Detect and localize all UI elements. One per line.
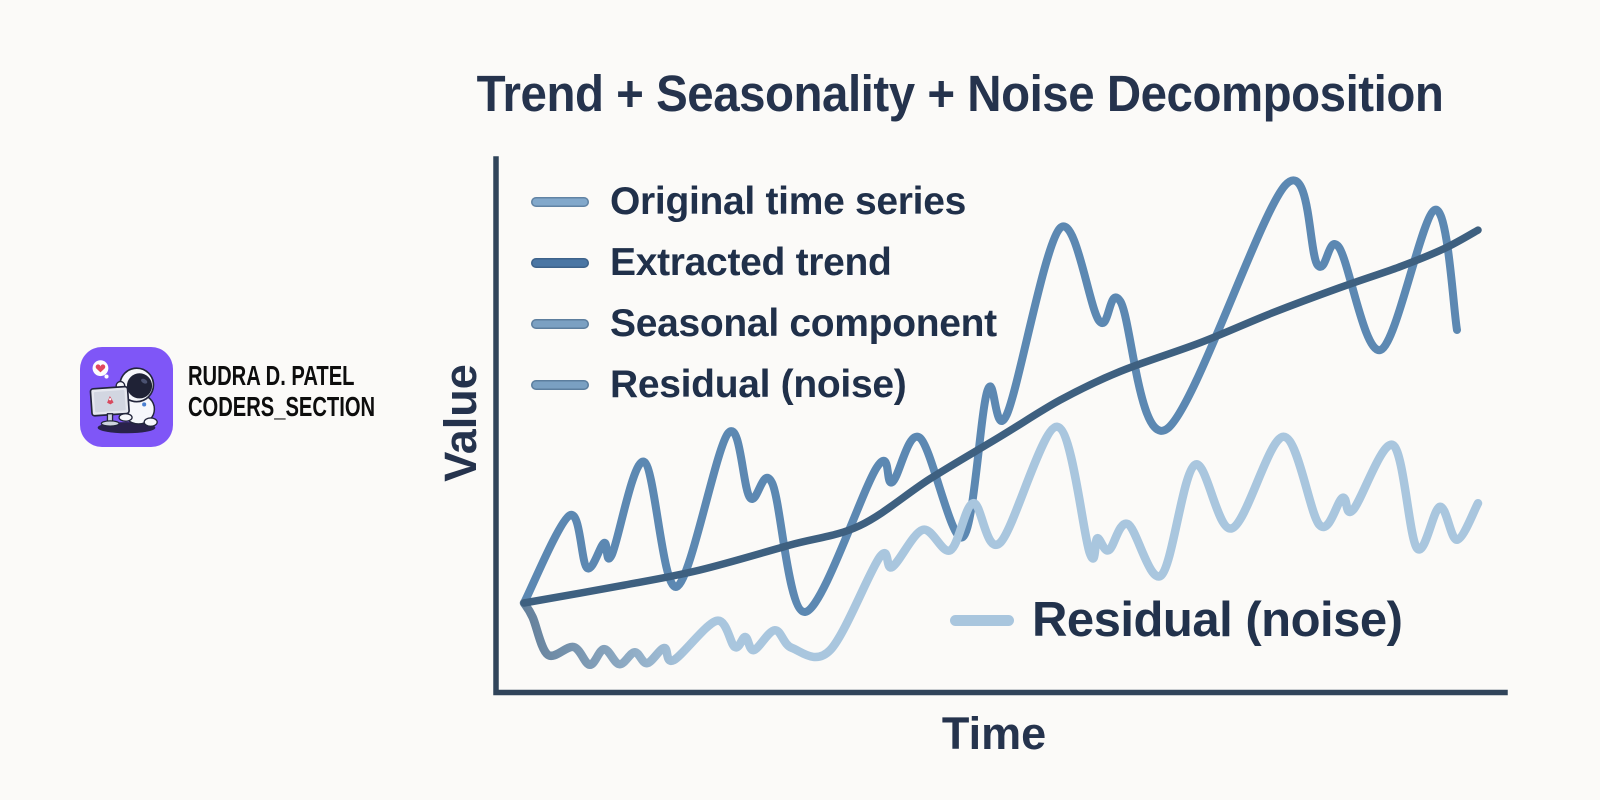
brand-name: RUDRA D. PATEL bbox=[188, 360, 355, 391]
legend-item-1: Original time series bbox=[531, 180, 997, 223]
chart-legend: Original time series Extracted trend Seaso… bbox=[531, 180, 997, 406]
brand-handle: CODERS_SECTION bbox=[188, 391, 376, 422]
legend-label-2: Extracted trend bbox=[610, 241, 892, 284]
legend-swatch-4 bbox=[531, 380, 589, 390]
axes-lines bbox=[493, 156, 1508, 696]
legend-item-4: Residual (noise) bbox=[531, 363, 997, 406]
y-axis-label: Value bbox=[435, 364, 486, 482]
series-extracted-trend bbox=[520, 226, 1482, 607]
series-residual-noise- bbox=[519, 422, 1483, 670]
legend-swatch-3 bbox=[531, 319, 589, 329]
legend-label-4: Residual (noise) bbox=[610, 363, 907, 406]
legend-swatch-1 bbox=[531, 197, 589, 207]
residual-annotation-label: Residual (noise) bbox=[1032, 593, 1403, 647]
legend-label-1: Original time series bbox=[610, 180, 966, 223]
x-axis-label: Time bbox=[941, 708, 1047, 759]
residual-annotation-swatch bbox=[950, 614, 1014, 626]
brand-badge bbox=[80, 347, 173, 447]
legend-item-3: Seasonal component bbox=[531, 302, 997, 345]
astronaut-coding-icon bbox=[89, 360, 158, 434]
chart-title: Trend + Seasonality + Noise Decompositio… bbox=[476, 65, 1444, 122]
legend-label-3: Seasonal component bbox=[610, 302, 997, 345]
residual-annotation: Residual (noise) bbox=[950, 591, 1403, 649]
brand-text: RUDRA D. PATEL CODERS_SECTION bbox=[188, 360, 375, 422]
legend-swatch-2 bbox=[531, 258, 589, 268]
legend-item-2: Extracted trend bbox=[531, 241, 997, 284]
series-lines bbox=[519, 176, 1483, 670]
